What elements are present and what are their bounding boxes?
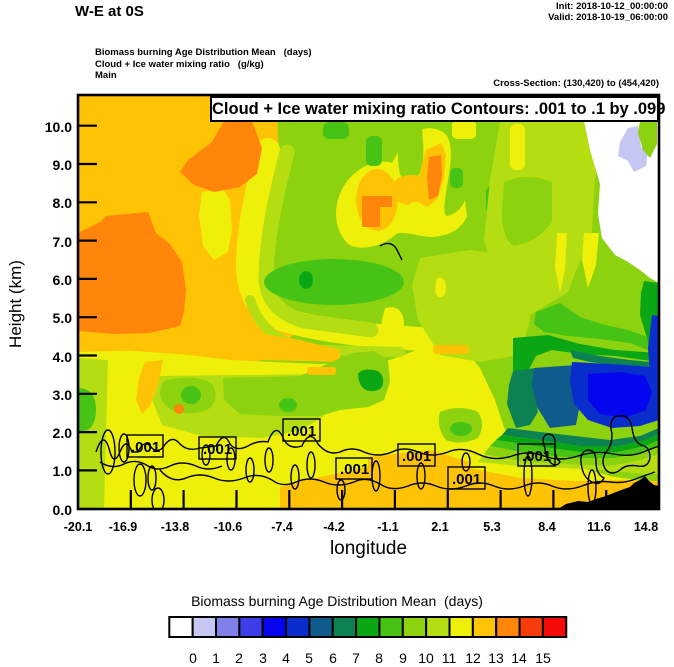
svg-text:.001: .001: [522, 448, 551, 465]
svg-text:.001: .001: [131, 439, 160, 456]
svg-text:.001: .001: [287, 423, 316, 440]
svg-text:.001: .001: [452, 471, 481, 488]
svg-text:.001: .001: [340, 461, 369, 478]
svg-text:.001: .001: [203, 441, 232, 458]
svg-text:.001: .001: [402, 448, 431, 465]
